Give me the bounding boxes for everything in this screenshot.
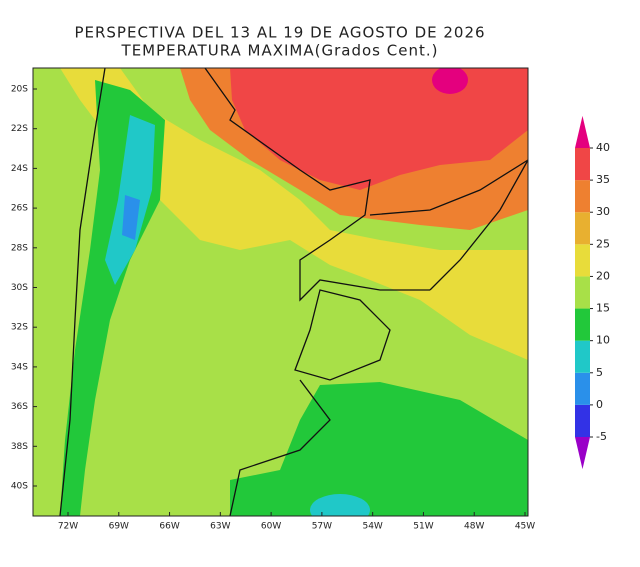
colorbar-label: -5 (596, 430, 607, 443)
lat-label: 28S (11, 243, 28, 253)
lon-label: 54W (362, 522, 382, 532)
colorbar-band (575, 404, 590, 437)
colorbar-band (575, 212, 590, 245)
lat-label: 32S (11, 323, 28, 333)
colorbar-label: 30 (596, 205, 610, 218)
colorbar-band (575, 308, 590, 341)
lon-label: 51W (413, 522, 433, 532)
colorbar-label: 25 (596, 237, 610, 250)
colorbar-label: 0 (596, 398, 603, 411)
colorbar-band (575, 148, 590, 181)
lon-label: 60W (261, 522, 281, 532)
lat-label: 22S (11, 124, 28, 134)
lon-label: 63W (210, 522, 230, 532)
lon-label: 48W (464, 522, 484, 532)
subtitle: TEMPERATURA MAXIMA(Grados Cent.) (121, 42, 439, 60)
colorbar-band (575, 372, 590, 405)
south-cool-zone (230, 382, 528, 516)
lon-label: 66W (159, 522, 179, 532)
lat-label: 40S (11, 482, 28, 492)
lat-label: 34S (11, 362, 28, 372)
very-cold-zone (122, 195, 140, 240)
colorbar-label: 20 (596, 269, 610, 282)
lat-label: 26S (11, 204, 28, 214)
colorbar-label: 10 (596, 334, 610, 347)
colorbar-label: 15 (596, 302, 610, 315)
lat-label: 20S (11, 85, 28, 95)
lat-label: 38S (11, 442, 28, 452)
axes: 20S 22S 24S 26S 28S 30S 32S 34S 36S 38S 40S 72W 69W 6… (11, 85, 535, 532)
map (32, 67, 529, 517)
colorbar-low-end (575, 437, 590, 470)
lat-label: 24S (11, 164, 28, 174)
title: PERSPECTIVA DEL 13 AL 19 DE AGOSTO DE 20… (74, 24, 485, 42)
colorbar-band (575, 340, 590, 373)
south-cold-zone (310, 494, 370, 516)
lon-label: 45W (515, 522, 535, 532)
warm-zone (60, 68, 528, 360)
colorbar-band (575, 244, 590, 277)
map-frame (32, 67, 529, 517)
lat-label: 36S (11, 402, 28, 412)
lon-label: 57W (312, 522, 332, 532)
lon-label: 72W (58, 522, 78, 532)
borders (59, 68, 528, 516)
very-hot-zone (230, 68, 528, 190)
colorbar: -5 0 5 10 15 20 25 30 35 40 (575, 115, 610, 470)
colorbar-high-end (575, 115, 590, 148)
colorbar-label: 35 (596, 173, 610, 186)
colorbar-label: 40 (596, 141, 610, 154)
colorbar-label: 5 (596, 366, 603, 379)
colorbar-band (575, 180, 590, 213)
lat-label: 30S (11, 283, 28, 293)
lon-label: 69W (109, 522, 129, 532)
peak-zone (432, 68, 468, 94)
colorbar-band (575, 276, 590, 309)
